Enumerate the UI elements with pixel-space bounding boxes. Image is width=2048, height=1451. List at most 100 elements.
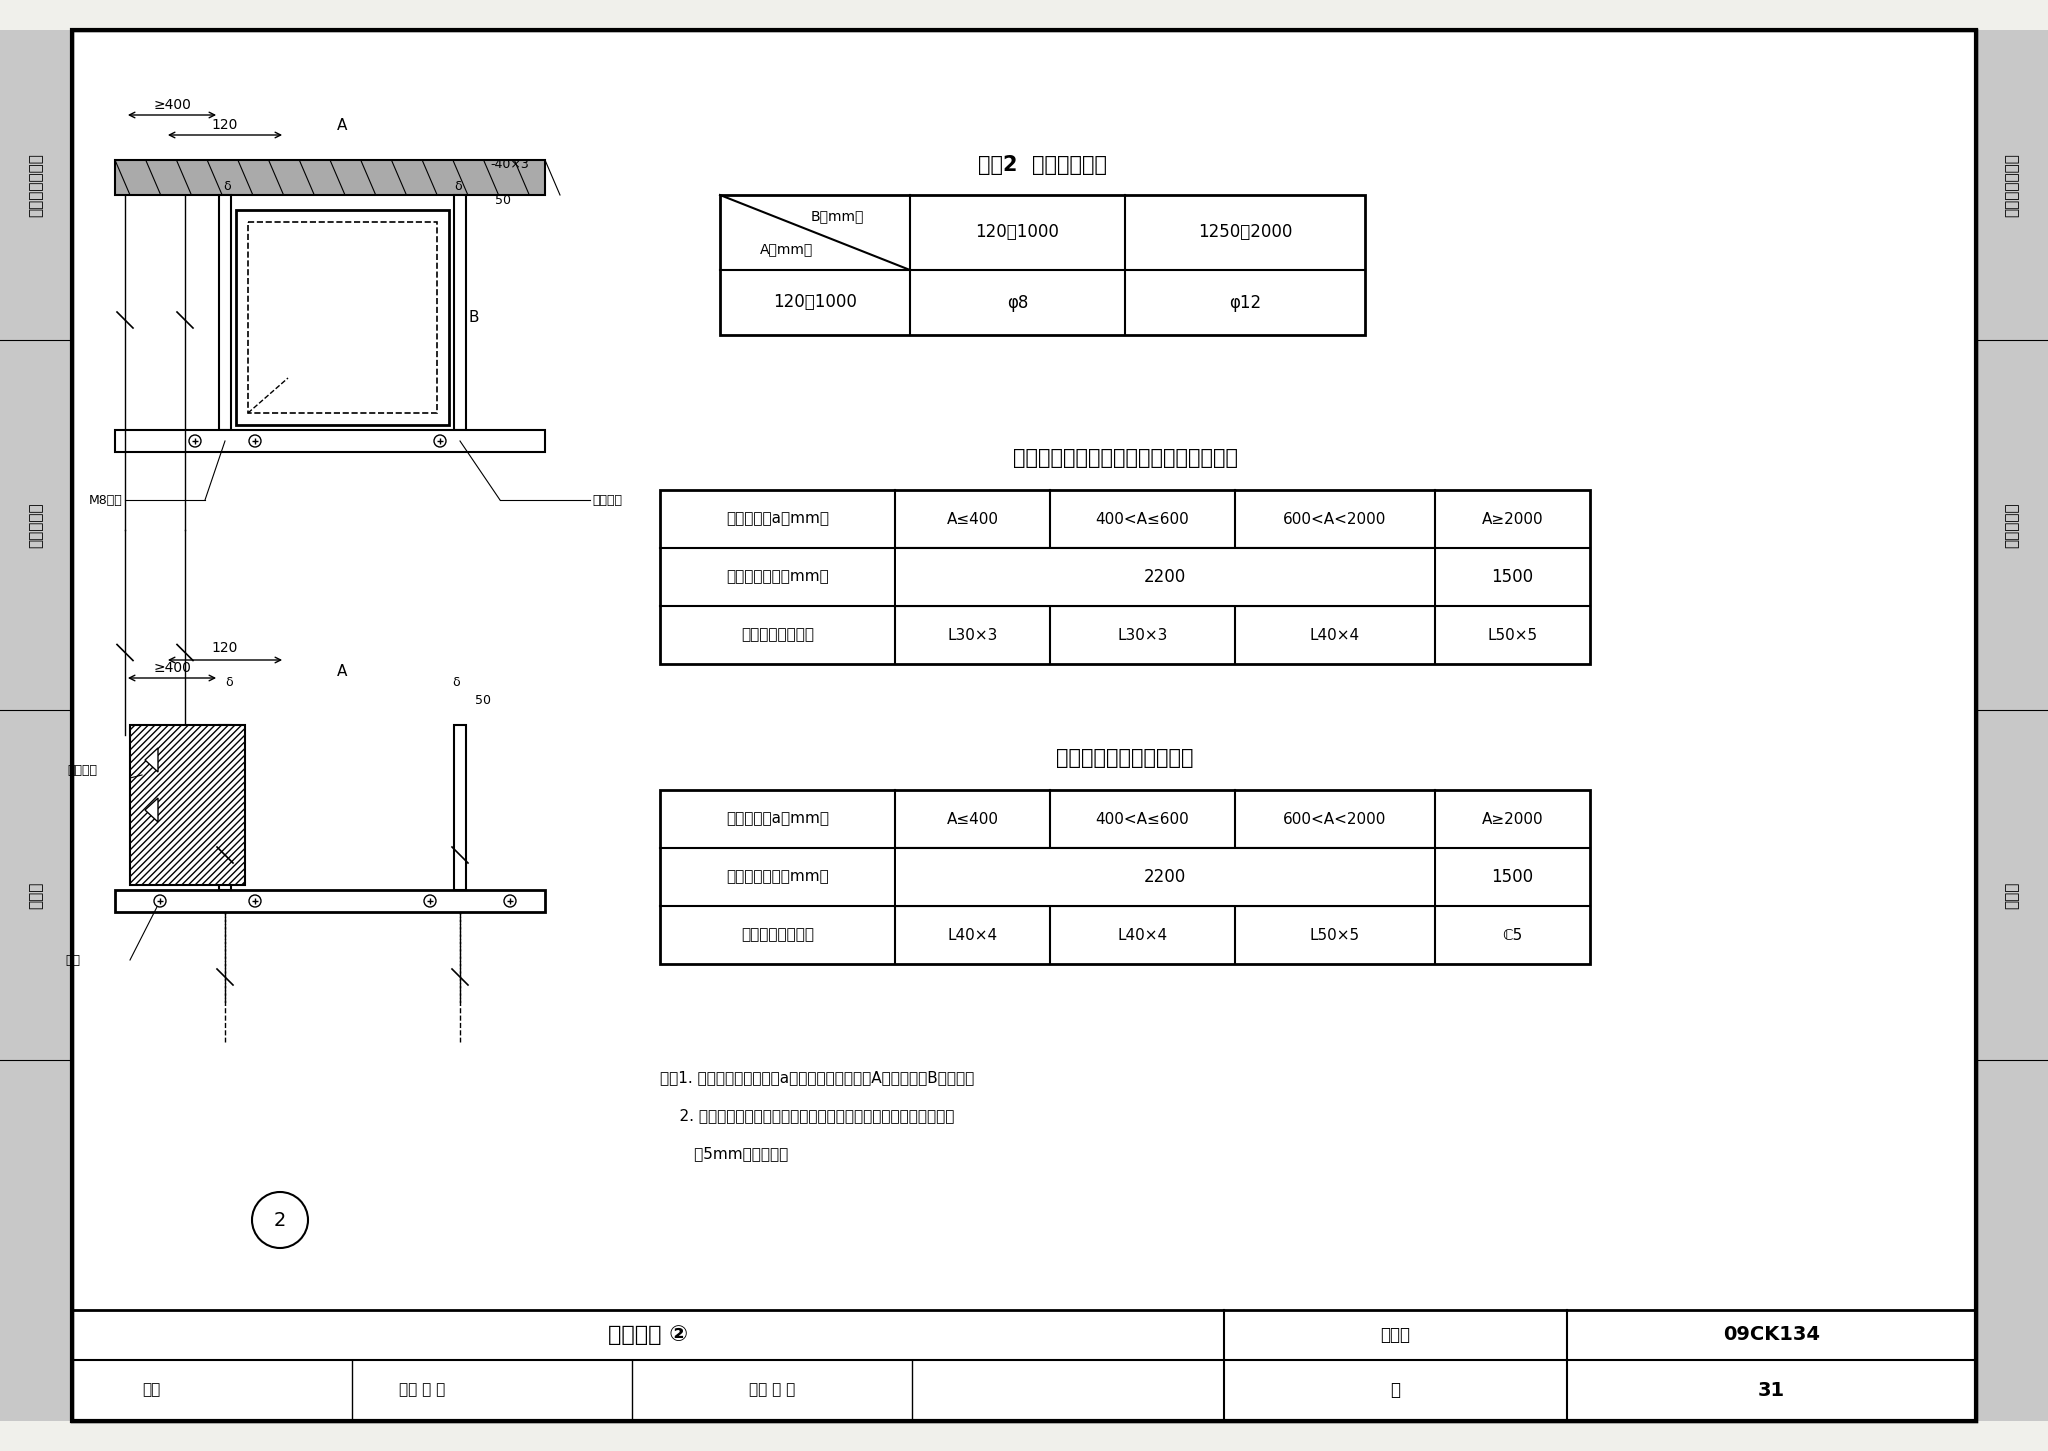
Text: 风管支架 ②: 风管支架 ② — [608, 1325, 688, 1345]
Bar — [897, 548, 1434, 605]
Text: L50×5: L50×5 — [1487, 627, 1538, 643]
Text: A: A — [338, 118, 348, 132]
Text: 箍柱钢筋: 箍柱钢筋 — [68, 763, 96, 776]
Text: A≥2000: A≥2000 — [1481, 811, 1544, 827]
Text: 600<A<2000: 600<A<2000 — [1284, 512, 1386, 527]
Text: 垫5mm厚橡胶垫。: 垫5mm厚橡胶垫。 — [659, 1146, 788, 1161]
Text: 120～1000: 120～1000 — [772, 293, 856, 312]
Text: L30×3: L30×3 — [1118, 627, 1167, 643]
Circle shape — [504, 895, 516, 907]
Polygon shape — [145, 749, 158, 772]
Bar — [219, 726, 231, 889]
Text: L30×3: L30×3 — [948, 627, 997, 643]
Bar — [455, 726, 467, 889]
Text: 支架2  箍柱钢筋规格: 支架2 箍柱钢筋规格 — [979, 155, 1108, 176]
Text: 水平支撑型钢规格: 水平支撑型钢规格 — [741, 927, 813, 943]
Text: 31: 31 — [1757, 1380, 1786, 1400]
Text: B（mm）: B（mm） — [811, 209, 864, 223]
Text: 目录与编制说明: 目录与编制说明 — [29, 152, 43, 218]
Text: A≤400: A≤400 — [946, 512, 999, 527]
Bar — [129, 726, 246, 885]
Text: 2200: 2200 — [1145, 567, 1186, 586]
Text: 校对 张 兢: 校对 张 兢 — [399, 1383, 444, 1397]
Text: 支架最大间距（mm）: 支架最大间距（mm） — [727, 869, 829, 885]
Circle shape — [188, 435, 201, 447]
Text: 2200: 2200 — [1145, 868, 1186, 887]
Text: 支架最大间距（mm）: 支架最大间距（mm） — [727, 569, 829, 585]
Text: δ: δ — [455, 180, 461, 193]
Bar — [219, 194, 231, 429]
Polygon shape — [145, 798, 158, 823]
Text: φ12: φ12 — [1229, 293, 1262, 312]
Text: ≥400: ≥400 — [154, 662, 190, 675]
Bar — [659, 789, 1589, 963]
Circle shape — [434, 435, 446, 447]
Text: δ: δ — [453, 676, 461, 689]
Bar — [1976, 30, 2048, 1421]
Text: 注：1. 表中风管大边长尺寸a取图中风管水平边长A与垂直边长B的大者。: 注：1. 表中风管大边长尺寸a取图中风管水平边长A与垂直边长B的大者。 — [659, 1069, 975, 1085]
Text: δ: δ — [225, 676, 233, 689]
Text: M8螺栓: M8螺栓 — [90, 493, 123, 506]
Text: 安装类: 安装类 — [29, 881, 43, 908]
Text: 120: 120 — [211, 118, 238, 132]
Text: 120: 120 — [211, 641, 238, 654]
Circle shape — [252, 1193, 307, 1248]
Text: 防火风管支架型钢规格表: 防火风管支架型钢规格表 — [1057, 749, 1194, 768]
Text: 1250～2000: 1250～2000 — [1198, 223, 1292, 241]
Bar — [455, 194, 467, 429]
Text: 120～1000: 120～1000 — [975, 223, 1059, 241]
Text: A≥2000: A≥2000 — [1481, 512, 1544, 527]
Text: 风管大边长a（mm）: 风管大边长a（mm） — [725, 512, 829, 527]
Text: 水平支撑型钢规格: 水平支撑型钢规格 — [741, 627, 813, 643]
Text: 400<A≤600: 400<A≤600 — [1096, 512, 1190, 527]
Text: A≤400: A≤400 — [946, 811, 999, 827]
Text: ≥400: ≥400 — [154, 99, 190, 112]
Bar — [659, 490, 1589, 665]
Circle shape — [250, 895, 260, 907]
Text: 通风空调风管、排烟风管支架型钢规格表: 通风空调风管、排烟风管支架型钢规格表 — [1012, 448, 1237, 469]
Bar — [248, 222, 436, 414]
Text: 2. 当风管外表面层无铝箔复合面时，风管与水平支撑、抱箍间应加: 2. 当风管外表面层无铝箔复合面时，风管与水平支撑、抱箍间应加 — [659, 1109, 954, 1123]
Bar — [115, 160, 545, 194]
Bar — [115, 889, 545, 913]
Text: 2: 2 — [274, 1210, 287, 1229]
Text: 安装类: 安装类 — [2005, 881, 2019, 908]
Text: 审核: 审核 — [141, 1383, 160, 1397]
Text: A（mm）: A（mm） — [760, 242, 813, 255]
Text: 09CK134: 09CK134 — [1722, 1326, 1821, 1345]
Text: 600<A<2000: 600<A<2000 — [1284, 811, 1386, 827]
Bar — [72, 1310, 1976, 1421]
Text: L40×4: L40×4 — [948, 927, 997, 943]
Circle shape — [154, 895, 166, 907]
Bar — [0, 30, 72, 1421]
Text: 1500: 1500 — [1491, 567, 1534, 586]
Bar — [897, 849, 1434, 905]
Text: δ: δ — [223, 180, 231, 193]
Text: A: A — [338, 665, 348, 679]
Text: 1500: 1500 — [1491, 868, 1534, 887]
Text: -40×3: -40×3 — [489, 158, 528, 171]
Text: B: B — [469, 311, 479, 325]
Text: 水平支撑: 水平支撑 — [592, 493, 623, 506]
Text: φ8: φ8 — [1008, 293, 1028, 312]
Text: 50: 50 — [496, 193, 512, 206]
Text: 风管大边长a（mm）: 风管大边长a（mm） — [725, 811, 829, 827]
Bar — [115, 429, 545, 453]
Text: 400<A≤600: 400<A≤600 — [1096, 811, 1190, 827]
Text: L40×4: L40×4 — [1118, 927, 1167, 943]
Text: L40×4: L40×4 — [1311, 627, 1360, 643]
Text: 制作加工类: 制作加工类 — [29, 502, 43, 548]
Text: ℂ5: ℂ5 — [1503, 927, 1522, 943]
Text: 制作加工类: 制作加工类 — [2005, 502, 2019, 548]
Text: 图集号: 图集号 — [1380, 1326, 1411, 1344]
Bar — [721, 194, 1366, 335]
Circle shape — [250, 435, 260, 447]
Text: 螺母: 螺母 — [66, 953, 80, 966]
Text: 设计 刘 踞: 设计 刘 踞 — [750, 1383, 795, 1397]
Text: 目录与编制说明: 目录与编制说明 — [2005, 152, 2019, 218]
Circle shape — [424, 895, 436, 907]
Text: 页: 页 — [1391, 1381, 1401, 1399]
Bar — [236, 210, 449, 425]
Text: L50×5: L50×5 — [1311, 927, 1360, 943]
Text: 50: 50 — [475, 694, 492, 707]
